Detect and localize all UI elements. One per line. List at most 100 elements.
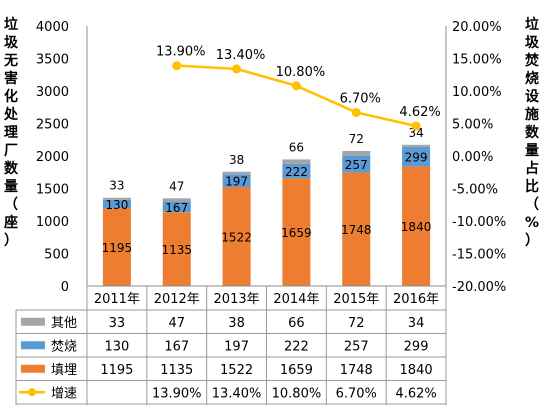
- x-tick-label: 2011年: [94, 292, 140, 307]
- table-cell: 38: [228, 316, 245, 331]
- growth-point: [351, 107, 361, 117]
- y-axis-title-left-char: 处: [4, 107, 18, 123]
- table-cell: 34: [408, 316, 425, 331]
- bar-data-label: 222: [285, 165, 308, 179]
- y-axis-title-right-char: 量: [525, 143, 539, 159]
- x-tick-label: 2016年: [393, 292, 439, 307]
- table-cell: 1840: [400, 363, 433, 378]
- bar-segment: [102, 208, 131, 286]
- bar-data-label: 1522: [221, 231, 252, 245]
- bar-segment: [402, 166, 431, 286]
- bar-data-label: 1135: [161, 243, 192, 257]
- table-cell: 1522: [220, 363, 253, 378]
- table-cell: 130: [105, 339, 130, 354]
- legend-key: [21, 341, 45, 350]
- bar-segment: [222, 171, 251, 175]
- y-axis-title-right-char: 圾: [525, 35, 539, 51]
- table-cell: 1195: [100, 363, 133, 378]
- y-axis-title-right-char: （: [525, 197, 539, 213]
- y-axis-title-left-char: 厂: [4, 143, 18, 159]
- y-axis-title-right-char: 施: [525, 107, 539, 123]
- bar-data-label: 1748: [341, 223, 372, 237]
- table-cell: 1748: [340, 363, 373, 378]
- bar-segment: [162, 198, 191, 202]
- y-tick-label-left: 3500: [36, 53, 69, 68]
- bar-segment: [402, 146, 431, 167]
- bar-data-label: 33: [109, 179, 124, 193]
- y-axis-title-left-char: 理: [4, 125, 18, 141]
- bar-data-label: 1195: [102, 241, 133, 255]
- y-axis-title-left-char: 无: [4, 53, 18, 69]
- table-cell: 10.80%: [272, 386, 322, 401]
- y-tick-label-right: -15.00%: [452, 248, 506, 263]
- growth-point: [291, 81, 301, 91]
- legend-label: 填埋: [51, 363, 77, 378]
- y-axis-title-left-char: 化: [4, 89, 18, 105]
- y-axis-title-right-char: 焚: [525, 53, 539, 69]
- bar-data-label: 299: [405, 151, 428, 165]
- table-cell: 167: [164, 339, 189, 354]
- growth-point: [172, 61, 182, 71]
- table-cell: 4.62%: [395, 386, 436, 401]
- y-axis-title-right-char: ）: [525, 233, 539, 249]
- y-tick-label-right: 5.00%: [452, 118, 493, 133]
- y-tick-label-right: -5.00%: [452, 183, 498, 198]
- growth-data-label: 13.40%: [216, 48, 266, 63]
- bar-data-label: 167: [165, 201, 188, 215]
- bar-data-label: 38: [229, 153, 244, 167]
- y-tick-label-right: 10.00%: [452, 85, 502, 100]
- bar-segment: [162, 201, 191, 213]
- y-axis-title-left-char: （: [4, 197, 18, 213]
- y-axis-title-right-char: 设: [525, 89, 539, 105]
- y-axis-title-right-char: 数: [525, 125, 539, 141]
- y-tick-label-left: 1500: [36, 183, 69, 198]
- bar-data-label: 1840: [401, 220, 432, 234]
- x-tick-label: 2013年: [214, 292, 260, 307]
- bar-data-label: 1659: [281, 226, 312, 240]
- growth-point: [232, 64, 242, 74]
- bar-data-label: 257: [345, 158, 368, 172]
- y-tick-label-right: 0.00%: [452, 150, 493, 165]
- y-axis-title-left-char: 数: [4, 161, 18, 177]
- table-cell: 66: [288, 316, 305, 331]
- table-cell: 13.90%: [152, 386, 202, 401]
- y-tick-label-left: 2000: [36, 150, 69, 165]
- y-axis-title-right-char: 垃: [525, 17, 539, 33]
- y-axis-title-right-char: %: [524, 215, 540, 231]
- table-cell: 299: [404, 339, 429, 354]
- y-tick-label-left: 2500: [36, 118, 69, 133]
- bar-segment: [222, 187, 251, 286]
- y-tick-label-right: 15.00%: [452, 53, 502, 68]
- bar-segment: [282, 178, 311, 286]
- bar-data-label: 130: [105, 198, 128, 212]
- table-cell: 33: [109, 316, 126, 331]
- growth-data-label: 4.62%: [399, 105, 440, 120]
- legend-key: [21, 364, 45, 373]
- growth-data-label: 13.90%: [156, 45, 206, 60]
- y-tick-label-left: 4000: [36, 20, 69, 35]
- bar-segment: [342, 155, 371, 173]
- y-axis-title-right-char: 占: [525, 161, 539, 177]
- y-axis-title-left-char: 害: [4, 71, 18, 87]
- legend-key: [28, 388, 36, 397]
- bar-segment: [402, 144, 431, 147]
- growth-data-label: 10.80%: [276, 65, 326, 80]
- y-axis-title-left-char: ）: [4, 233, 18, 249]
- table-cell: 72: [348, 316, 365, 331]
- y-tick-label-right: -10.00%: [452, 215, 506, 230]
- bar-data-label: 47: [169, 179, 184, 193]
- bar-segment: [342, 150, 371, 156]
- bar-segment: [162, 212, 191, 286]
- table-cell: 257: [344, 339, 369, 354]
- y-axis-title-right-char: 比: [525, 179, 539, 195]
- legend-label: 增速: [51, 386, 77, 401]
- y-tick-label-left: 1000: [36, 215, 69, 230]
- y-axis-title-left-char: 量: [4, 179, 18, 195]
- bar-data-label: 197: [225, 175, 248, 189]
- growth-point: [411, 121, 421, 131]
- table-cell: 6.70%: [336, 386, 377, 401]
- legend-label: 其他: [51, 316, 77, 331]
- y-axis-title-right-char: 烧: [525, 71, 539, 87]
- growth-data-label: 6.70%: [340, 91, 381, 106]
- table-cell: 197: [224, 339, 249, 354]
